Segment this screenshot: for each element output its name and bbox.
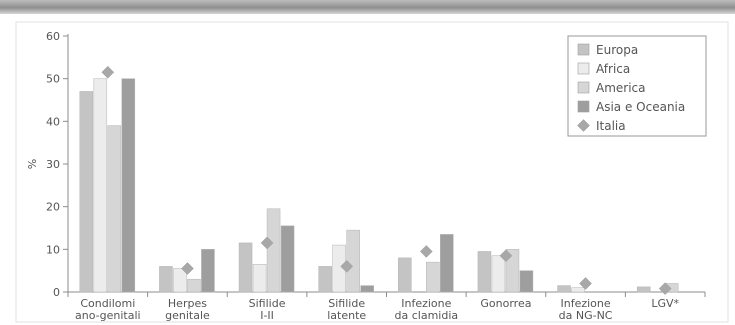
bar [636, 286, 651, 293]
legend-label: Italia [596, 119, 626, 133]
marker [579, 277, 592, 290]
bar [280, 225, 295, 293]
bar [201, 249, 215, 293]
marker [101, 65, 115, 79]
bar [93, 78, 108, 293]
y-axis: 0 10 20 30 40 50 60% [26, 30, 69, 299]
marker [419, 245, 433, 258]
marker [340, 260, 354, 273]
window-top-bar [0, 0, 735, 14]
marker [658, 282, 672, 295]
x-tick-label: Herpes [168, 297, 207, 310]
bar [426, 261, 440, 293]
legend-swatch [577, 43, 590, 56]
bar [505, 249, 520, 293]
x-tick-label: Infezione [401, 297, 451, 310]
bar [238, 242, 253, 293]
y-tick-label: 0 [53, 286, 60, 299]
y-tick-label: 60 [46, 30, 60, 43]
x-tick-label: Gonorrea [480, 297, 531, 310]
x-tick-label: Condilomi [80, 297, 135, 310]
y-tick-label: 10 [46, 243, 60, 256]
x-tick-label: Sifilide [249, 297, 286, 310]
x-tick-label: Infezione [560, 297, 610, 310]
bar [187, 278, 201, 293]
bar [571, 287, 585, 293]
y-axis-label: % [26, 159, 39, 169]
legend-swatch [577, 62, 590, 75]
legend-marker [577, 119, 590, 132]
marker [181, 262, 194, 275]
markers [101, 65, 672, 295]
bar [173, 268, 187, 293]
x-tick-label: latente [327, 309, 366, 322]
marker [499, 249, 513, 263]
bar [398, 257, 412, 293]
bar [346, 229, 360, 293]
bar [477, 251, 492, 293]
bar [440, 234, 454, 293]
bar [360, 285, 374, 293]
legend-swatch [577, 81, 590, 94]
y-tick-label: 40 [46, 115, 60, 128]
legend-label: Europa [596, 43, 638, 57]
y-tick-label: 30 [46, 158, 60, 171]
bar [557, 285, 571, 293]
bar [79, 91, 94, 293]
x-tick-label: genitale [165, 309, 210, 322]
legend-label: Asia e Oceania [596, 100, 685, 114]
bars [79, 78, 679, 293]
legend: Europa Africa America Asia e Oceania Italia [567, 35, 707, 137]
legend-box [567, 35, 707, 137]
x-tick-label: LGV* [651, 297, 679, 310]
marker [260, 236, 274, 250]
bar [159, 266, 173, 293]
x-tick-label: da NG-NC [559, 309, 613, 322]
bar [252, 264, 267, 293]
bar [519, 270, 534, 293]
x-tick-label: da clamidia [395, 309, 459, 322]
y-tick-label: 50 [46, 73, 60, 86]
legend-label: Africa [596, 62, 630, 76]
x-tick-label: Sifilide [328, 297, 365, 310]
bar [491, 255, 506, 293]
y-tick-label: 20 [46, 201, 60, 214]
bar [318, 266, 332, 293]
legend-label: America [596, 81, 646, 95]
legend-swatch [577, 100, 590, 113]
bar [266, 208, 281, 293]
bar [107, 125, 122, 293]
bar [121, 78, 136, 293]
x-tick-label: I-II [260, 309, 274, 322]
x-tick-label: ano-genitali [75, 309, 141, 322]
